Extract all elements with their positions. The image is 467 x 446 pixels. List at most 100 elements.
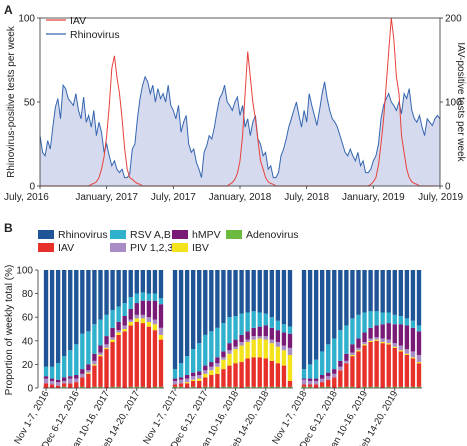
bar-segment-ibv bbox=[245, 341, 250, 359]
bar-segment-iav bbox=[287, 380, 293, 387]
bar-segment-iav bbox=[386, 344, 391, 387]
bar-segment-rsv-a-b bbox=[374, 311, 379, 326]
x-tick-label: January, 2019 bbox=[342, 192, 405, 203]
bar-segment-rhinovirus bbox=[215, 270, 220, 328]
bar-segment-hmpv bbox=[263, 325, 268, 337]
bar-segment-piv-1-2-3 bbox=[122, 325, 127, 329]
bar-segment-piv-1-2-3 bbox=[320, 378, 325, 383]
bar-segment-hmpv bbox=[43, 376, 49, 379]
bar-segment-iav bbox=[146, 326, 152, 388]
bar-segment-rhinovirus bbox=[362, 270, 367, 313]
bar-segment-iav bbox=[62, 383, 67, 387]
bar-segment-rhinovirus bbox=[128, 270, 133, 298]
bar-segment-rsv-a-b bbox=[245, 312, 250, 332]
bar-segment-rsv-a-b bbox=[191, 349, 196, 373]
bar-segment-iav bbox=[116, 334, 121, 387]
bar-segment-rsv-a-b bbox=[386, 312, 391, 324]
bar-segment-rsv-a-b bbox=[344, 325, 349, 354]
bar-segment-rhinovirus bbox=[374, 270, 379, 312]
bar-segment-hmpv bbox=[404, 325, 410, 350]
bar-segment-piv-1-2-3 bbox=[209, 366, 214, 371]
bar-segment-rhinovirus bbox=[287, 270, 293, 327]
bar-segment-hmpv bbox=[158, 304, 164, 328]
bar-segment-ibv bbox=[221, 359, 226, 370]
legend-rhinovirus-label: Rhinovirus bbox=[70, 29, 120, 41]
bar-segment-iav bbox=[263, 358, 268, 387]
bar-segment-piv-1-2-3 bbox=[49, 380, 55, 385]
bar-segment-hmpv bbox=[307, 378, 313, 381]
bar-segment-rsv-a-b bbox=[86, 331, 91, 365]
bar-segment-piv-1-2-3 bbox=[43, 378, 49, 384]
bar-segment-rsv-a-b bbox=[320, 351, 325, 376]
bar-segment-piv-1-2-3 bbox=[313, 380, 319, 385]
bar-segment-rhinovirus bbox=[320, 270, 325, 352]
bar-segment-hmpv bbox=[62, 377, 67, 381]
legend-label-hmpv: hMPV bbox=[192, 229, 221, 241]
bar-segment-piv-1-2-3 bbox=[362, 341, 367, 345]
bar-segment-rhinovirus bbox=[313, 270, 319, 360]
bar-segment-hmpv bbox=[356, 338, 361, 348]
bar-segment-rsv-a-b bbox=[128, 297, 133, 309]
bar-segment-hmpv bbox=[74, 375, 79, 379]
bar-segment-ibv bbox=[410, 357, 416, 359]
bar-segment-iav bbox=[275, 363, 281, 387]
bar-segment-ibv bbox=[233, 349, 238, 364]
bar-segment-iav bbox=[98, 356, 103, 387]
bar-segment-piv-1-2-3 bbox=[68, 378, 73, 384]
bar-segment-rsv-a-b bbox=[233, 316, 238, 340]
bar-segment-ibv bbox=[197, 378, 202, 381]
bar-segment-piv-1-2-3 bbox=[191, 376, 196, 380]
bar-segment-hmpv bbox=[178, 377, 184, 380]
bar-segment-ibv bbox=[98, 354, 103, 357]
bar-segment-piv-1-2-3 bbox=[332, 373, 337, 378]
bar-segment-hmpv bbox=[301, 378, 307, 380]
panel-b-y-axis-label: Proportion of weekly total (%) bbox=[4, 265, 15, 396]
bar-segment-hmpv bbox=[128, 308, 133, 320]
bar-segment-rhinovirus bbox=[307, 270, 313, 365]
bar-segment-hmpv bbox=[55, 379, 61, 383]
bar-segment-rhinovirus bbox=[251, 270, 256, 312]
bar-segment-adenovirus bbox=[374, 386, 379, 388]
bar-segment-rhinovirus bbox=[62, 270, 67, 357]
right-tick-label: 0 bbox=[445, 182, 451, 193]
bar-segment-ibv bbox=[215, 366, 220, 374]
bar-segment-piv-1-2-3 bbox=[368, 338, 373, 341]
bar-segment-iav bbox=[68, 383, 73, 388]
bar-segment-rhinovirus bbox=[245, 270, 250, 313]
bar-segment-adenovirus bbox=[191, 386, 196, 388]
bar-segment-piv-1-2-3 bbox=[233, 346, 238, 350]
bar-segment-iav bbox=[140, 323, 146, 387]
bar-segment-rhinovirus bbox=[49, 270, 55, 367]
bar-segment-piv-1-2-3 bbox=[356, 347, 361, 351]
bar-segment-piv-1-2-3 bbox=[116, 330, 121, 333]
bar-segment-rhinovirus bbox=[301, 270, 307, 370]
bar-segment-rhinovirus bbox=[86, 270, 91, 332]
bar-segment-iav bbox=[49, 384, 55, 388]
bar-segment-ibv bbox=[356, 350, 361, 352]
bar-segment-rsv-a-b bbox=[74, 344, 79, 376]
bar-segment-iav bbox=[338, 370, 343, 387]
legend-label-rhinovirus: Rhinovirus bbox=[58, 229, 108, 241]
bar-segment-rhinovirus bbox=[332, 270, 337, 339]
bar-segment-hmpv bbox=[221, 351, 226, 358]
bar-segment-adenovirus bbox=[287, 386, 293, 388]
bar-segment-hmpv bbox=[269, 327, 275, 340]
bar-segment-rhinovirus bbox=[92, 270, 97, 325]
bar-segment-hmpv bbox=[68, 376, 73, 379]
bar-segment-piv-1-2-3 bbox=[86, 370, 91, 373]
bar-segment-rhinovirus bbox=[392, 270, 397, 315]
bar-segment-rsv-a-b bbox=[80, 333, 85, 370]
bar-segment-hmpv bbox=[110, 327, 115, 338]
bar-segment-rhinovirus bbox=[197, 270, 202, 344]
bar-segment-rhinovirus bbox=[146, 270, 152, 294]
bar-segment-iav bbox=[86, 373, 91, 388]
bar-segment-hmpv bbox=[197, 371, 202, 376]
bar-segment-rsv-a-b bbox=[338, 330, 343, 361]
legend-label-rsv-a-b: RSV A,B bbox=[130, 229, 171, 241]
bar-segment-iav bbox=[362, 345, 367, 387]
rhinovirus-area bbox=[40, 76, 440, 186]
bar-segment-rsv-a-b bbox=[178, 363, 184, 378]
bar-segment-adenovirus bbox=[158, 386, 164, 388]
bar-segment-ibv bbox=[116, 332, 121, 335]
bar-segment-rhinovirus bbox=[43, 270, 49, 367]
